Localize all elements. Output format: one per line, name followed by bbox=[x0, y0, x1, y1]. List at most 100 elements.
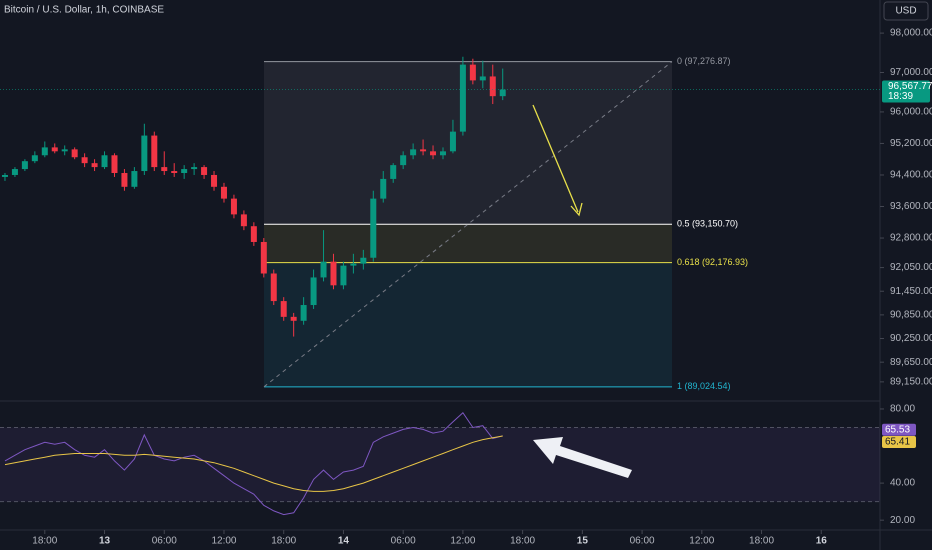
candle-body bbox=[390, 165, 397, 179]
candle-body bbox=[111, 155, 118, 174]
rsi-value-label: 65.41 bbox=[885, 437, 910, 448]
x-tick-label: 16 bbox=[816, 536, 828, 547]
candle-body bbox=[499, 89, 506, 97]
x-tick-label: 12:00 bbox=[450, 536, 475, 547]
candle-body bbox=[151, 135, 158, 168]
x-tick-label: 06:00 bbox=[391, 536, 416, 547]
candle-body bbox=[300, 305, 307, 321]
last-price-badge bbox=[882, 80, 930, 103]
fib-trend bbox=[263, 61, 673, 388]
candle-body bbox=[290, 316, 297, 321]
candle-body bbox=[141, 135, 148, 172]
candle-body bbox=[161, 167, 168, 172]
y-tick-label: 95,200.00 bbox=[890, 138, 932, 149]
rsi-line bbox=[4, 411, 503, 516]
candle-body bbox=[250, 226, 257, 242]
candle-body bbox=[41, 147, 48, 156]
y-tick-label: 89,150.00 bbox=[890, 377, 932, 388]
candle-body bbox=[91, 163, 98, 168]
fib-zone bbox=[264, 262, 672, 387]
candle-body bbox=[1, 174, 8, 177]
candle-body bbox=[51, 147, 58, 152]
candle-body bbox=[230, 198, 237, 215]
annotation-arrow bbox=[533, 437, 632, 478]
candle-body bbox=[270, 273, 277, 302]
candle-body bbox=[131, 171, 138, 187]
x-tick-label: 18:00 bbox=[749, 536, 774, 547]
rsi-value-badge bbox=[882, 436, 916, 449]
y-tick-label: 98,000.00 bbox=[890, 28, 932, 39]
candle-body bbox=[330, 261, 337, 286]
x-tick-label: 13 bbox=[99, 536, 111, 547]
fib-label: 1 (89,024.54) bbox=[677, 381, 731, 391]
x-tick-label: 18:00 bbox=[510, 536, 535, 547]
candle-body bbox=[211, 174, 218, 187]
candle-body bbox=[380, 178, 387, 199]
candle-body bbox=[400, 155, 407, 166]
candle-body bbox=[61, 149, 68, 152]
candle-body bbox=[449, 131, 456, 152]
x-tick-label: 15 bbox=[577, 536, 589, 547]
y-tick-label: 96,000.00 bbox=[890, 107, 932, 118]
candle-body bbox=[201, 167, 208, 175]
candle-body bbox=[280, 301, 287, 317]
candle-body bbox=[21, 161, 28, 170]
last-price-label: 96,567.77 bbox=[888, 81, 932, 92]
y-tick-label: 90,850.00 bbox=[890, 310, 932, 321]
candle-body bbox=[370, 198, 377, 258]
x-tick-label: 14 bbox=[338, 536, 350, 547]
rsi-value-badge bbox=[882, 423, 916, 436]
rsi-y-tick-label: 20.00 bbox=[890, 515, 915, 526]
candle-body bbox=[459, 64, 466, 132]
candle-body bbox=[320, 261, 327, 278]
fib-retracement: 0 (97,276.87) 0.5 (93,150.70) 0.618 (92,17… bbox=[263, 56, 748, 391]
candle-body bbox=[121, 173, 128, 187]
x-tick-label: 18:00 bbox=[32, 536, 57, 547]
fib-label: 0.618 (92,176.93) bbox=[677, 257, 748, 267]
candle-body bbox=[260, 241, 267, 274]
candle-body bbox=[31, 155, 38, 162]
fib-label: 0.5 (93,150.70) bbox=[677, 219, 738, 229]
y-tick-label: 94,400.00 bbox=[890, 170, 932, 181]
x-tick-label: 18:00 bbox=[271, 536, 296, 547]
candle-body bbox=[420, 149, 427, 152]
currency-label[interactable]: USD bbox=[895, 6, 916, 17]
y-tick-label: 89,650.00 bbox=[890, 357, 932, 368]
rsi-pane bbox=[0, 411, 880, 516]
y-tick-label: 92,800.00 bbox=[890, 233, 932, 244]
annotation-arrow bbox=[532, 104, 579, 213]
rsi-y-tick-label: 40.00 bbox=[890, 478, 915, 489]
countdown-label: 18:39 bbox=[888, 91, 913, 102]
y-tick-label: 92,050.00 bbox=[890, 262, 932, 273]
candle-body bbox=[101, 155, 108, 168]
rsi-line bbox=[4, 435, 503, 492]
x-tick-label: 12:00 bbox=[211, 536, 236, 547]
candle-body bbox=[220, 186, 227, 199]
fib-label: 0 (97,276.87) bbox=[677, 56, 731, 66]
y-tick-label: 93,600.00 bbox=[890, 201, 932, 212]
candle-body bbox=[439, 151, 446, 156]
candle-body bbox=[340, 265, 347, 286]
annotation-arrow-head bbox=[570, 202, 583, 217]
candle-body bbox=[350, 263, 357, 266]
rsi-band-fill bbox=[0, 427, 880, 502]
chart-title: Bitcoin / U.S. Dollar, 1h, COINBASE bbox=[4, 5, 164, 16]
y-tick-label: 90,250.00 bbox=[890, 333, 932, 344]
currency-button[interactable] bbox=[883, 1, 929, 21]
axes: 98,000.00 97,000.00 96,000.00 95,200.00 94,4… bbox=[32, 28, 932, 547]
rsi-y-tick-label: 80.00 bbox=[890, 404, 915, 415]
fib-zone bbox=[264, 224, 672, 263]
candle-body bbox=[489, 76, 496, 97]
candle-body bbox=[469, 64, 476, 81]
candle-body bbox=[81, 157, 88, 164]
candle-body bbox=[360, 257, 367, 264]
rsi-value-label: 65.53 bbox=[885, 424, 910, 435]
candle-body bbox=[71, 149, 78, 158]
fib-zone bbox=[264, 61, 672, 225]
candle-body bbox=[181, 169, 188, 174]
candle-body bbox=[479, 76, 486, 81]
candle-body bbox=[11, 169, 18, 175]
candle-body bbox=[430, 151, 437, 156]
